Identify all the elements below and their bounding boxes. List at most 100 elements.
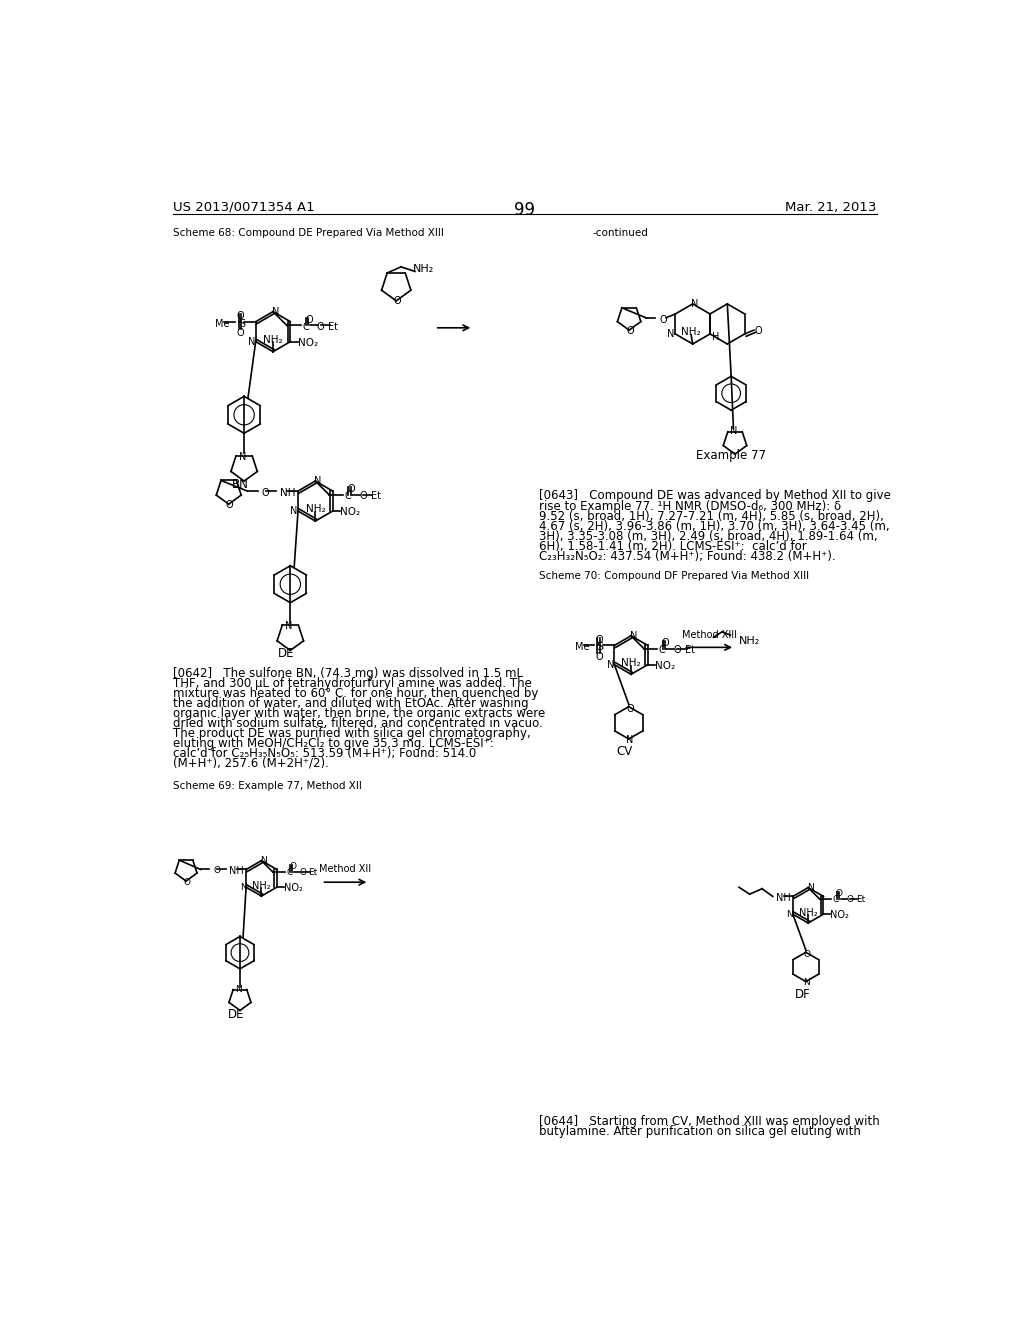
Text: O: O — [836, 890, 843, 898]
Text: O: O — [305, 314, 313, 325]
Text: N: N — [260, 857, 267, 865]
Text: NO₂: NO₂ — [830, 911, 849, 920]
Text: N: N — [786, 909, 794, 919]
Text: O: O — [659, 315, 668, 326]
Text: [0644]   Starting from CV, Method XIII was employed with: [0644] Starting from CV, Method XIII was… — [539, 1114, 880, 1127]
Text: butylamine. After purification on silica gel eluting with: butylamine. After purification on silica… — [539, 1125, 860, 1138]
Text: 9.52 (s, broad, 1H), 7.27-7.21 (m, 4H), 5.85 (s, broad, 2H),: 9.52 (s, broad, 1H), 7.27-7.21 (m, 4H), … — [539, 510, 884, 523]
Text: O: O — [662, 638, 670, 648]
Text: O: O — [262, 488, 269, 498]
Text: NH₂: NH₂ — [622, 659, 641, 668]
Text: C: C — [286, 869, 292, 878]
Text: [0643]   Compound DE was advanced by Method XII to give: [0643] Compound DE was advanced by Metho… — [539, 490, 891, 503]
Text: NH₂: NH₂ — [414, 264, 434, 273]
Text: NH₂: NH₂ — [739, 636, 760, 645]
Text: O: O — [289, 862, 296, 871]
Text: Me: Me — [575, 643, 590, 652]
Text: Scheme 69: Example 77, Method XII: Scheme 69: Example 77, Method XII — [173, 780, 361, 791]
Text: N: N — [630, 631, 637, 640]
Text: -continued: -continued — [593, 227, 648, 238]
Text: H: H — [712, 331, 719, 342]
Text: O: O — [348, 484, 355, 494]
Text: O: O — [225, 500, 233, 511]
Text: Example 77: Example 77 — [696, 449, 766, 462]
Text: THF, and 300 μL of tetrahydrofurfuryl amine was added. The: THF, and 300 μL of tetrahydrofurfuryl am… — [173, 677, 531, 689]
Text: US 2013/0071354 A1: US 2013/0071354 A1 — [173, 201, 314, 214]
Text: The product DE was purified with silica gel chromatography,: The product DE was purified with silica … — [173, 726, 530, 739]
Text: O: O — [237, 312, 244, 321]
Text: O: O — [674, 645, 681, 655]
Text: C: C — [302, 322, 309, 331]
Text: C: C — [345, 491, 351, 502]
Text: O: O — [316, 322, 325, 331]
Text: N: N — [239, 451, 246, 462]
Text: Mar. 21, 2013: Mar. 21, 2013 — [785, 201, 877, 214]
Text: the addition of water, and diluted with EtOAc. After washing: the addition of water, and diluted with … — [173, 697, 528, 710]
Text: calc’d for C₂₅H₃₅N₅O₅: 513.59 (M+H⁺); Found: 514.0: calc’d for C₂₅H₃₅N₅O₅: 513.59 (M+H⁺); Fo… — [173, 747, 476, 760]
Text: Scheme 70: Compound DF Prepared Via Method XIII: Scheme 70: Compound DF Prepared Via Meth… — [539, 572, 809, 581]
Text: NH: NH — [776, 894, 791, 903]
Text: [0642]   The sulfone BN, (74.3 mg) was dissolved in 1.5 mL: [0642] The sulfone BN, (74.3 mg) was dis… — [173, 667, 523, 680]
Text: rise to Example 77. ¹H NMR (DMSO-d₆, 300 MHz): δ: rise to Example 77. ¹H NMR (DMSO-d₆, 300… — [539, 499, 841, 512]
Text: Et: Et — [856, 895, 865, 904]
Text: N: N — [236, 985, 242, 994]
Text: NH₂: NH₂ — [799, 908, 817, 917]
Text: N: N — [314, 477, 322, 486]
Text: NO₂: NO₂ — [655, 661, 676, 671]
Text: NO₂: NO₂ — [298, 338, 318, 347]
Text: 99: 99 — [514, 201, 536, 219]
Text: N: N — [667, 329, 675, 339]
Text: NH₂: NH₂ — [681, 327, 701, 337]
Text: NO₂: NO₂ — [340, 507, 360, 517]
Text: 4.67 (s, 2H), 3.96-3.86 (m, 1H), 3.70 (m, 3H), 3.64-3.45 (m,: 4.67 (s, 2H), 3.96-3.86 (m, 1H), 3.70 (m… — [539, 520, 889, 532]
Text: DE: DE — [228, 1008, 245, 1022]
Text: C: C — [833, 895, 839, 904]
Text: NO₂: NO₂ — [284, 883, 303, 894]
Text: N: N — [690, 298, 698, 309]
Text: O: O — [213, 866, 220, 875]
Text: NH₂: NH₂ — [252, 880, 270, 891]
Text: S: S — [238, 318, 245, 329]
Text: N: N — [271, 306, 279, 317]
Text: Me: Me — [215, 318, 229, 329]
Text: Method XIII: Method XIII — [682, 630, 736, 640]
Text: Scheme 68: Compound DE Prepared Via Method XIII: Scheme 68: Compound DE Prepared Via Meth… — [173, 227, 443, 238]
Text: (M+H⁺), 257.6 (M+2H⁺/2).: (M+H⁺), 257.6 (M+2H⁺/2). — [173, 756, 329, 770]
Text: organic layer with water, then brine, the organic extracts were: organic layer with water, then brine, th… — [173, 706, 545, 719]
Text: O: O — [183, 878, 190, 887]
Text: O: O — [299, 869, 306, 878]
Text: dried with sodium sulfate, filtered, and concentrated in vacuo.: dried with sodium sulfate, filtered, and… — [173, 717, 543, 730]
Text: Et: Et — [371, 491, 381, 502]
Text: O: O — [804, 950, 811, 958]
Text: BN: BN — [231, 478, 249, 491]
Text: N: N — [240, 883, 247, 892]
Text: O: O — [626, 326, 634, 337]
Text: C₂₃H₃₂N₅O₂: 437.54 (M+H⁺); Found: 438.2 (M+H⁺).: C₂₃H₃₂N₅O₂: 437.54 (M+H⁺); Found: 438.2 … — [539, 549, 836, 562]
Text: N: N — [730, 426, 737, 437]
Text: O: O — [595, 652, 603, 661]
Text: N: N — [248, 337, 256, 347]
Text: C: C — [658, 645, 666, 655]
Text: Et: Et — [685, 645, 695, 655]
Text: NH₂: NH₂ — [305, 504, 326, 513]
Text: Et: Et — [329, 322, 339, 331]
Text: O: O — [595, 635, 603, 644]
Text: O: O — [847, 895, 854, 904]
Text: O: O — [237, 327, 244, 338]
Text: NH: NH — [229, 866, 244, 876]
Text: N: N — [627, 735, 634, 744]
Text: N: N — [807, 883, 814, 892]
Text: DE: DE — [279, 647, 295, 660]
Text: CV: CV — [616, 744, 633, 758]
Text: O: O — [627, 705, 634, 714]
Text: N: N — [285, 622, 293, 631]
Text: Method XII: Method XII — [319, 865, 372, 874]
Text: mixture was heated to 60° C. for one hour, then quenched by: mixture was heated to 60° C. for one hou… — [173, 686, 539, 700]
Text: N: N — [804, 978, 810, 987]
Text: O: O — [393, 296, 400, 306]
Text: eluting with MeOH/CH₂Cl₂ to give 35.3 mg. LCMS-ESI⁺:: eluting with MeOH/CH₂Cl₂ to give 35.3 mg… — [173, 737, 494, 750]
Text: 6H), 1.58-1.41 (m, 2H). LCMS-ESI⁺:  calc’d for: 6H), 1.58-1.41 (m, 2H). LCMS-ESI⁺: calc’… — [539, 540, 807, 553]
Text: O: O — [755, 326, 762, 337]
Text: O: O — [359, 491, 367, 502]
Text: S: S — [597, 643, 604, 652]
